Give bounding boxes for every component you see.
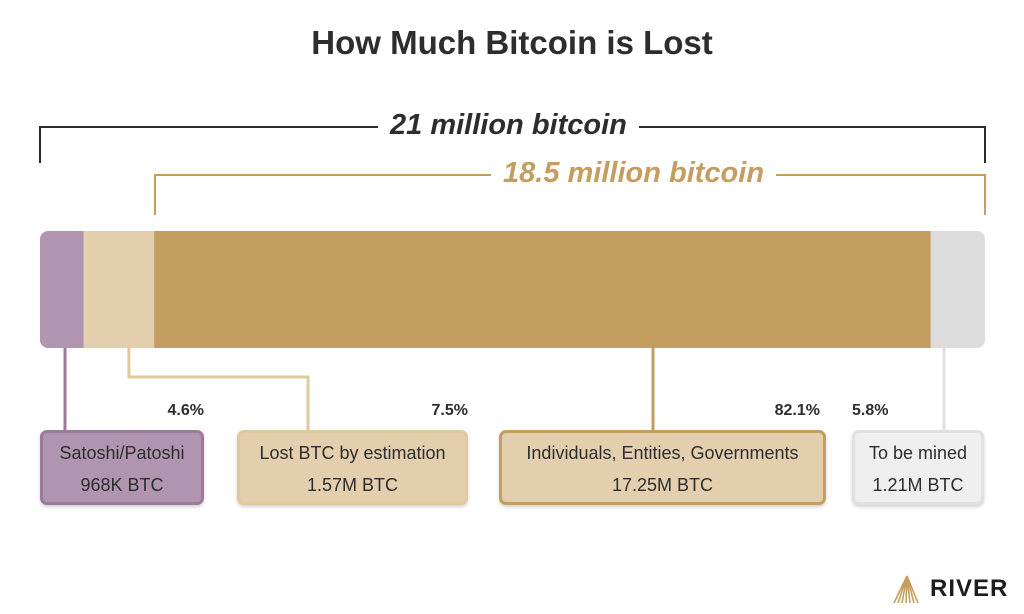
segment-value: 1.57M BTC: [306, 475, 399, 495]
segment-box-lost: Lost BTC by estimation 1.57M BTC: [237, 430, 468, 505]
chart-title: How Much Bitcoin is Lost: [311, 24, 713, 61]
segment-value: 968K BTC: [80, 475, 164, 495]
segment-name: Lost BTC by estimation: [259, 443, 446, 463]
bar-segment-individuals: [154, 231, 932, 348]
segment-name: To be mined: [868, 443, 968, 463]
segment-box-to-be-mined: To be mined 1.21M BTC: [852, 430, 984, 505]
segment-name: Individuals, Entities, Governments: [526, 443, 799, 463]
river-mountain-icon: [893, 575, 919, 604]
river-logo: RIVER: [892, 574, 1008, 604]
segment-box-satoshi: Satoshi/Patoshi 968K BTC: [40, 430, 204, 505]
segment-value: 17.25M BTC: [611, 475, 714, 495]
segment-value: 1.21M BTC: [872, 475, 964, 495]
circulating-supply-label: 18.5 million bitcoin: [491, 157, 777, 190]
percent-label-satoshi: 4.6%: [167, 402, 204, 419]
bar-segment-satoshi: [40, 231, 85, 348]
percent-label-individuals: 82.1%: [774, 402, 820, 419]
bar-segment-lost: [83, 231, 155, 348]
connector-lost: [127, 348, 310, 430]
brand-name: RIVER: [930, 575, 1009, 602]
segment-name: Satoshi/Patoshi: [59, 443, 185, 463]
segment-box-individuals: Individuals, Entities, Governments 17.25…: [499, 430, 826, 505]
percent-label-lost: 7.5%: [431, 402, 468, 419]
bar-segment-to-be-mined: [930, 231, 985, 348]
total-supply-label: 21 million bitcoin: [378, 109, 639, 142]
percent-label-to-be-mined: 5.8%: [852, 402, 889, 419]
